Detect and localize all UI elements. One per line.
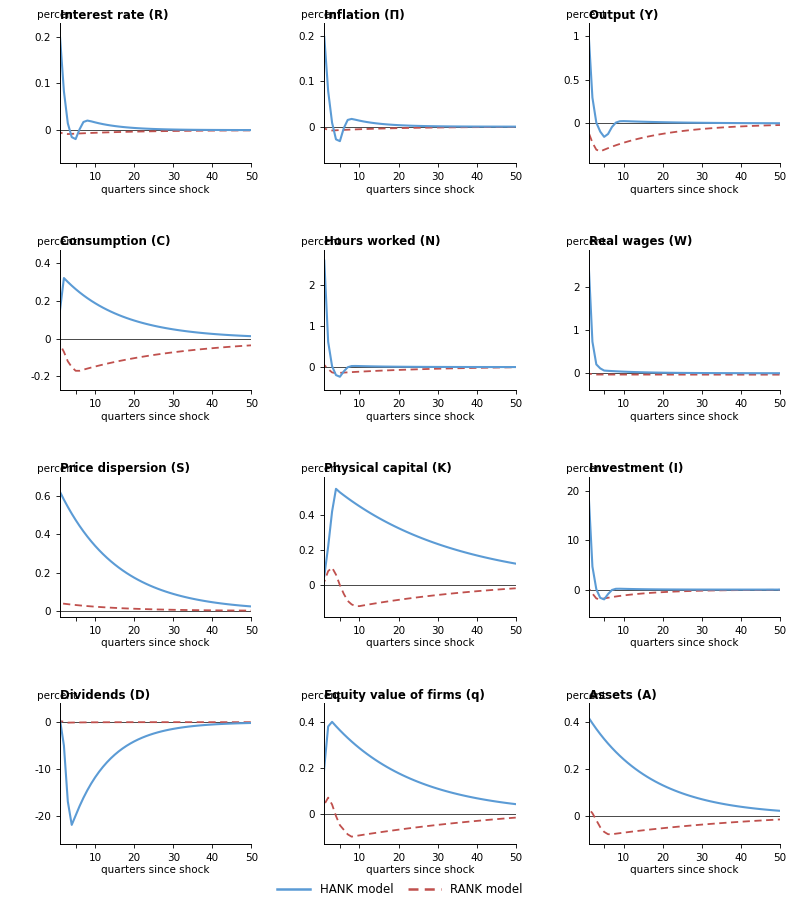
Text: Hours worked (N): Hours worked (N) bbox=[324, 235, 441, 248]
Text: Dividends (D): Dividends (D) bbox=[60, 689, 150, 703]
Text: Equity value of firms (q): Equity value of firms (q) bbox=[324, 689, 485, 703]
X-axis label: quarters since shock: quarters since shock bbox=[102, 412, 210, 422]
Text: percent: percent bbox=[37, 237, 77, 247]
Text: Inflation (Π): Inflation (Π) bbox=[324, 8, 405, 22]
Text: percent: percent bbox=[302, 10, 342, 20]
Text: percent: percent bbox=[37, 691, 77, 701]
Legend: HANK model, RANK model: HANK model, RANK model bbox=[273, 878, 527, 901]
Text: percent: percent bbox=[302, 464, 342, 474]
Text: percent: percent bbox=[37, 464, 77, 474]
Text: Interest rate (R): Interest rate (R) bbox=[60, 8, 169, 22]
Text: Consumption (C): Consumption (C) bbox=[60, 235, 170, 248]
Text: percent: percent bbox=[566, 691, 606, 701]
X-axis label: quarters since shock: quarters since shock bbox=[630, 412, 738, 422]
X-axis label: quarters since shock: quarters since shock bbox=[366, 412, 474, 422]
Text: Real wages (W): Real wages (W) bbox=[589, 235, 692, 248]
Text: Investment (I): Investment (I) bbox=[589, 463, 683, 475]
X-axis label: quarters since shock: quarters since shock bbox=[102, 185, 210, 195]
X-axis label: quarters since shock: quarters since shock bbox=[366, 638, 474, 648]
X-axis label: quarters since shock: quarters since shock bbox=[630, 185, 738, 195]
Text: Physical capital (K): Physical capital (K) bbox=[324, 463, 452, 475]
Text: Output (Y): Output (Y) bbox=[589, 8, 658, 22]
Text: Assets (A): Assets (A) bbox=[589, 689, 656, 703]
Text: percent: percent bbox=[302, 691, 342, 701]
X-axis label: quarters since shock: quarters since shock bbox=[630, 865, 738, 875]
X-axis label: quarters since shock: quarters since shock bbox=[366, 185, 474, 195]
Text: percent: percent bbox=[566, 464, 606, 474]
X-axis label: quarters since shock: quarters since shock bbox=[102, 865, 210, 875]
Text: percent: percent bbox=[302, 237, 342, 247]
Text: percent: percent bbox=[37, 10, 77, 20]
X-axis label: quarters since shock: quarters since shock bbox=[630, 638, 738, 648]
X-axis label: quarters since shock: quarters since shock bbox=[102, 638, 210, 648]
X-axis label: quarters since shock: quarters since shock bbox=[366, 865, 474, 875]
Text: percent: percent bbox=[566, 237, 606, 247]
Text: percent: percent bbox=[566, 10, 606, 20]
Text: Price dispersion (S): Price dispersion (S) bbox=[60, 463, 190, 475]
